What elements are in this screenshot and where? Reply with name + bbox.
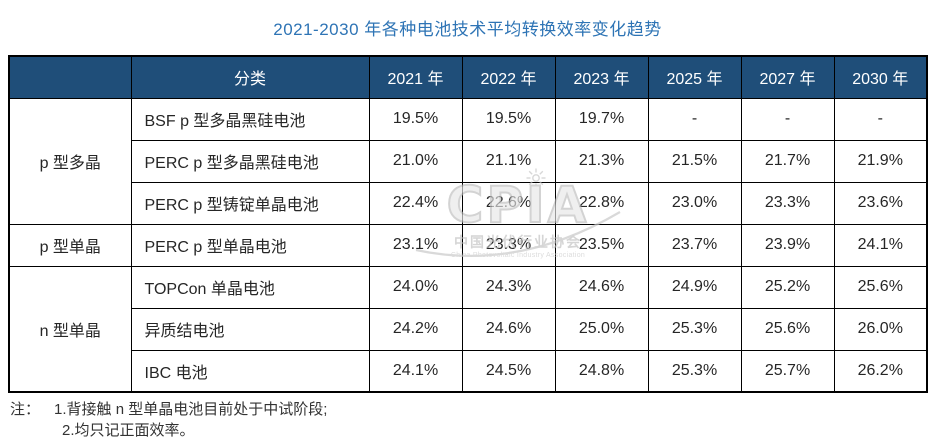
efficiency-value-cell: 21.7% (740, 139, 835, 183)
table-row: PERC p 型铸锭单晶电池 22.4% 22.6% 22.8% 23.0% 23.3% 2… (9, 181, 928, 225)
efficiency-value-cell: - (647, 97, 742, 141)
efficiency-value-cell: 25.3% (647, 307, 742, 351)
efficiency-value-cell: 26.0% (833, 307, 928, 351)
efficiency-value-cell: 26.2% (833, 349, 928, 393)
efficiency-value-cell: 24.1% (833, 223, 928, 267)
header-cell-year-2022: 2022 年 (461, 55, 556, 99)
efficiency-value-cell: 25.6% (740, 307, 835, 351)
table-row: IBC 电池 24.1% 24.5% 24.8% 25.3% 25.7% 26.2% (9, 349, 928, 393)
technology-name-cell: PERC p 型铸锭单晶电池 (130, 181, 370, 225)
efficiency-value-cell: 23.0% (647, 181, 742, 225)
efficiency-value-cell: 24.5% (461, 349, 556, 393)
efficiency-value-cell: 23.7% (647, 223, 742, 267)
efficiency-value-cell: 21.5% (647, 139, 742, 183)
efficiency-value-cell: 19.5% (461, 97, 556, 141)
efficiency-value-cell: 24.3% (461, 265, 556, 309)
efficiency-value-cell: 21.3% (554, 139, 649, 183)
row-group-label: n 型单晶 (8, 265, 132, 393)
header-cell-group-empty (8, 55, 132, 99)
efficiency-value-cell: 21.9% (833, 139, 928, 183)
note-prefix: 注： (10, 401, 41, 418)
efficiency-value-cell: 25.7% (740, 349, 835, 393)
efficiency-value-cell: 21.0% (368, 139, 463, 183)
efficiency-value-cell: 23.5% (554, 223, 649, 267)
header-cell-year-2025: 2025 年 (647, 55, 742, 99)
efficiency-value-cell: 25.6% (833, 265, 928, 309)
table-row: 异质结电池 24.2% 24.6% 25.0% 25.3% 25.6% 26.0% (9, 307, 928, 351)
efficiency-value-cell: - (833, 97, 928, 141)
table-row: p 型多晶 BSF p 型多晶黑硅电池 19.5% 19.5% 19.7% - - - (8, 97, 928, 225)
efficiency-value-cell: 19.5% (368, 97, 463, 141)
technology-name-cell: TOPCon 单晶电池 (130, 265, 370, 309)
row-group-label: p 型多晶 (8, 97, 132, 225)
note-lines: 1.背接触 n 型单晶电池目前处于中试阶段; 2.均只记正面效率。 (54, 399, 327, 441)
technology-name-cell: PERC p 型多晶黑硅电池 (130, 139, 370, 183)
technology-name-cell: 异质结电池 (130, 307, 370, 351)
efficiency-value-cell: 23.9% (740, 223, 835, 267)
table-row: PERC p 型多晶黑硅电池 21.0% 21.1% 21.3% 21.5% 21.7% 2… (9, 139, 928, 183)
header-cell-year-2021: 2021 年 (368, 55, 463, 99)
efficiency-value-cell: 22.6% (461, 181, 556, 225)
efficiency-value-cell: 21.1% (461, 139, 556, 183)
efficiency-value-cell: 24.8% (554, 349, 649, 393)
efficiency-value-cell: 24.9% (647, 265, 742, 309)
efficiency-value-cell: 25.0% (554, 307, 649, 351)
efficiency-value-cell: 23.3% (740, 181, 835, 225)
header-cell-year-2023: 2023 年 (554, 55, 649, 99)
efficiency-value-cell: 23.6% (833, 181, 928, 225)
efficiency-value-cell: 24.1% (368, 349, 463, 393)
efficiency-value-cell: 23.3% (461, 223, 556, 267)
footnotes: 注： 1.背接触 n 型单晶电池目前处于中试阶段; 2.均只记正面效率。 (10, 399, 327, 441)
header-cell-category: 分类 (130, 55, 370, 99)
efficiency-table: 分类 2021 年 2022 年 2023 年 2025 年 2027 年 20… (8, 55, 928, 393)
row-group-label: p 型单晶 (8, 223, 132, 267)
technology-name-cell: IBC 电池 (130, 349, 370, 393)
note-line: 1.背接触 n 型单晶电池目前处于中试阶段; (54, 401, 328, 418)
note-line: 2.均只记正面效率。 (62, 422, 195, 439)
efficiency-value-cell: 24.6% (461, 307, 556, 351)
table-row: p 型单晶 PERC p 型单晶电池 23.1% 23.3% 23.5% 23.7% 23.… (8, 223, 928, 267)
table-row: n 型单晶 TOPCon 单晶电池 24.0% 24.3% 24.6% 24.9% 25.2… (8, 265, 928, 393)
header-cell-year-2027: 2027 年 (740, 55, 835, 99)
efficiency-value-cell: - (740, 97, 835, 141)
efficiency-value-cell: 19.7% (554, 97, 649, 141)
header-cell-year-2030: 2030 年 (833, 55, 928, 99)
technology-name-cell: PERC p 型单晶电池 (130, 223, 370, 267)
efficiency-value-cell: 23.1% (368, 223, 463, 267)
efficiency-value-cell: 22.4% (368, 181, 463, 225)
efficiency-value-cell: 22.8% (554, 181, 649, 225)
table-header-row: 分类 2021 年 2022 年 2023 年 2025 年 2027 年 20… (8, 55, 928, 99)
page-title: 2021-2030 年各种电池技术平均转换效率变化趋势 (273, 20, 662, 39)
efficiency-value-cell: 25.3% (647, 349, 742, 393)
technology-name-cell: BSF p 型多晶黑硅电池 (130, 97, 370, 141)
efficiency-value-cell: 25.2% (740, 265, 835, 309)
efficiency-value-cell: 24.2% (368, 307, 463, 351)
efficiency-value-cell: 24.0% (368, 265, 463, 309)
efficiency-value-cell: 24.6% (554, 265, 649, 309)
